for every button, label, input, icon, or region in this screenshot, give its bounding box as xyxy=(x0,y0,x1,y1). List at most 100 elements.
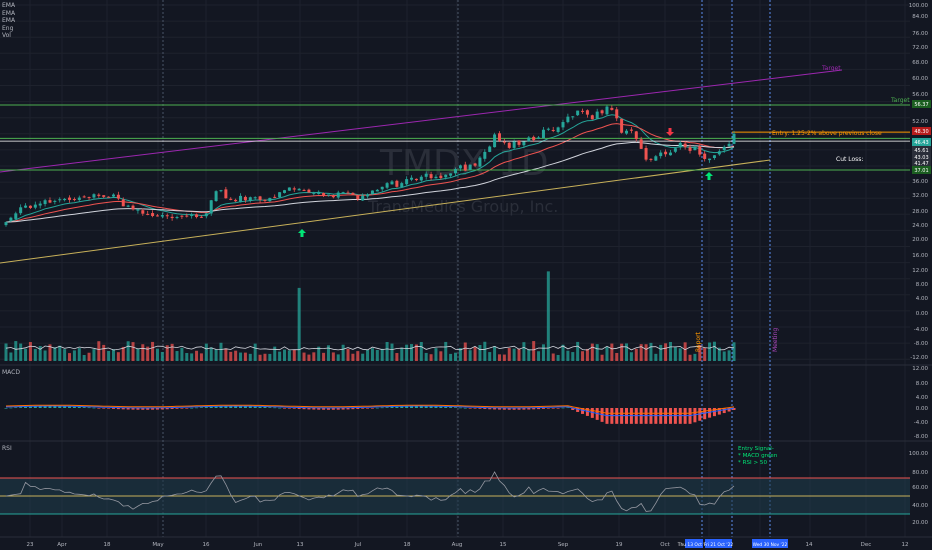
volume-bar-138 xyxy=(678,348,682,361)
time-label-11: Sep xyxy=(558,542,569,548)
candle-body-25 xyxy=(126,205,130,207)
candle-body-91 xyxy=(449,173,453,176)
volume-bar-131 xyxy=(644,344,648,361)
volume-bar-116 xyxy=(571,352,575,361)
volume-bar-65 xyxy=(322,352,326,361)
macd-hist-108 xyxy=(532,408,536,410)
volume-bar-134 xyxy=(659,344,663,361)
volume-bar-96 xyxy=(473,346,477,361)
candle-body-20 xyxy=(102,195,106,197)
candle-body-95 xyxy=(468,164,472,171)
volume-bar-118 xyxy=(581,351,585,361)
volume-bar-48 xyxy=(239,352,243,361)
candle-body-118 xyxy=(581,110,585,112)
candle-body-103 xyxy=(507,142,511,148)
volume-bar-30 xyxy=(151,341,155,361)
macd-hist-16 xyxy=(82,407,86,408)
price-label-17: 8.00 xyxy=(916,282,929,288)
candle-body-15 xyxy=(77,197,81,201)
volume-bar-125 xyxy=(615,352,619,361)
volume-bar-101 xyxy=(497,354,501,361)
candle-body-74 xyxy=(366,194,370,197)
macd-hist-102 xyxy=(502,408,506,410)
price-label-4: 68.00 xyxy=(912,60,928,66)
candle-body-141 xyxy=(693,146,697,151)
volume-bar-102 xyxy=(502,354,506,361)
candle-body-149 xyxy=(732,133,736,144)
volume-bar-144 xyxy=(708,342,712,361)
candle-body-85 xyxy=(419,176,423,181)
macd-hist-63 xyxy=(312,408,316,410)
legend-eng[interactable]: Eng xyxy=(2,24,14,32)
price-badge-0: 56.37 xyxy=(914,102,928,108)
volume-bar-99 xyxy=(488,352,492,361)
candle-body-114 xyxy=(561,122,565,128)
macd-pane xyxy=(4,404,736,424)
time-label-16: 12 xyxy=(902,542,909,548)
candle-body-33 xyxy=(165,215,169,217)
macd-hist-51 xyxy=(253,406,257,408)
candle-body-77 xyxy=(380,186,384,190)
candle-body-47 xyxy=(234,199,238,202)
watermark-company: TransMedics Group, Inc. xyxy=(367,197,558,216)
volume-bar-76 xyxy=(375,349,379,361)
legend-ema-2[interactable]: EMA xyxy=(2,9,16,17)
time-label-15: Dec xyxy=(861,542,872,548)
candle-body-133 xyxy=(654,156,658,161)
rsi-title[interactable]: RSI xyxy=(2,445,12,452)
macd-axis-5: -8.00 xyxy=(914,434,929,440)
ema-line-10 xyxy=(5,114,735,223)
volume-bar-106 xyxy=(522,342,526,361)
legend-ema-3[interactable]: EMA xyxy=(2,17,16,24)
macd-hist-110 xyxy=(541,408,545,409)
candle-body-24 xyxy=(121,199,125,207)
macd-hist-0 xyxy=(4,408,8,409)
macd-title[interactable]: MACD xyxy=(2,369,20,376)
volume-bar-53 xyxy=(263,353,267,361)
volume-bar-86 xyxy=(424,352,428,361)
volume-bar-27 xyxy=(136,348,140,361)
indicator-legend[interactable]: EMA EMA EMA Eng Vol xyxy=(2,2,15,40)
volume-bar-110 xyxy=(541,344,545,361)
volume-bar-141 xyxy=(693,353,697,361)
time-label-1: Apr xyxy=(57,542,67,548)
volume-bar-115 xyxy=(566,350,570,361)
volume-bar-5 xyxy=(28,342,32,361)
candle-body-130 xyxy=(639,139,643,149)
macd-hist-73 xyxy=(361,408,365,409)
candle-body-61 xyxy=(302,189,306,191)
macd-hist-92 xyxy=(454,407,458,408)
volume-bar-145 xyxy=(712,341,716,361)
volume-bar-78 xyxy=(385,342,389,361)
candle-body-11 xyxy=(58,199,62,201)
candle-body-60 xyxy=(297,188,301,191)
macd-hist-89 xyxy=(439,406,443,408)
volume-bar-40 xyxy=(199,353,203,361)
time-axis[interactable]: 23 Apr 18 May 16 Jun 13 Jul 18 Aug 15 Sep 19 Oct 14 Dec… xyxy=(0,536,932,548)
macd-hist-39 xyxy=(195,407,199,409)
legend-ema-1[interactable]: EMA xyxy=(2,2,16,9)
candle-body-42 xyxy=(209,200,213,214)
candle-body-132 xyxy=(649,158,653,160)
candle-body-6 xyxy=(33,204,37,208)
price-label-2: 76.00 xyxy=(912,31,928,37)
volume-bar-127 xyxy=(625,343,629,361)
up-arrow-1 xyxy=(298,229,306,237)
candle-body-21 xyxy=(107,196,111,198)
macd-hist-67 xyxy=(331,408,335,410)
candle-body-128 xyxy=(629,129,633,131)
macd-hist-111 xyxy=(546,408,550,409)
legend-vol[interactable]: Vol xyxy=(2,32,11,39)
volume-bar-139 xyxy=(683,342,687,361)
candle-body-66 xyxy=(326,194,330,196)
candle-body-108 xyxy=(532,136,536,141)
volume-bar-14 xyxy=(72,350,76,361)
macd-hist-35 xyxy=(175,408,179,409)
macd-hist-50 xyxy=(248,406,252,408)
macd-hist-70 xyxy=(346,408,350,410)
rsi-axis-0: 100.00 xyxy=(909,451,929,457)
volume-bar-36 xyxy=(180,347,184,361)
cut-loss-label: Cut Loss: xyxy=(836,156,863,163)
price-axis[interactable]: 100.00 84.00 76.00 72.00 68.00 60.00 56.00 52.0… xyxy=(909,3,931,526)
